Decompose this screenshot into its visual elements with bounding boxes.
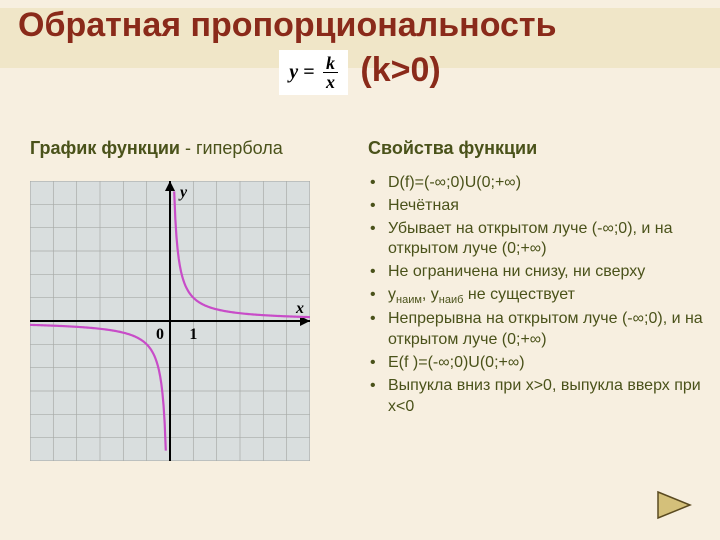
formula-lhs: y = <box>289 61 314 83</box>
svg-text:x: x <box>295 300 304 317</box>
formula: y = k x <box>279 50 348 95</box>
properties-list: D(f)=(-∞;0)U(0;+∞) Нечётная Убывает на о… <box>368 173 708 417</box>
next-button[interactable] <box>654 488 694 522</box>
formula-num: k <box>323 54 338 73</box>
properties-title: Свойства функции <box>368 138 708 159</box>
list-item: Выпукла вниз при x>0, выпукла вверх при … <box>388 376 708 418</box>
list-item: yнаим, yнаиб не существует <box>388 285 708 307</box>
graph-heading: График функции - гипербола <box>30 138 350 159</box>
graph-heading-rest: - гипербола <box>180 138 283 158</box>
list-item: E(f )=(-∞;0)U(0;+∞) <box>388 353 708 374</box>
hyperbola-chart: y x 0 1 <box>30 181 310 461</box>
k-condition: (k>0) <box>360 51 440 90</box>
graph-heading-bold: График функции <box>30 138 180 158</box>
formula-den: x <box>323 73 338 91</box>
slide: Обратная пропорциональность y = k x (k>0… <box>0 0 720 540</box>
subtitle-row: y = k x (k>0) <box>0 48 720 93</box>
svg-text:1: 1 <box>189 326 197 343</box>
svg-text:y: y <box>178 184 188 201</box>
main-title: Обратная пропорциональность <box>0 6 720 45</box>
left-column: График функции - гипербола y x 0 1 <box>30 138 350 461</box>
right-column: Свойства функции D(f)=(-∞;0)U(0;+∞) Нечё… <box>368 138 708 419</box>
list-item: Непрерывна на открытом луче (-∞;0), и на… <box>388 309 708 351</box>
list-item: Нечётная <box>388 196 708 217</box>
svg-text:0: 0 <box>156 326 164 343</box>
list-item: Не ограничена ни снизу, ни сверху <box>388 262 708 283</box>
formula-fraction: k x <box>323 54 338 91</box>
list-item: D(f)=(-∞;0)U(0;+∞) <box>388 173 708 194</box>
list-item: Убывает на открытом луче (-∞;0), и на от… <box>388 219 708 261</box>
